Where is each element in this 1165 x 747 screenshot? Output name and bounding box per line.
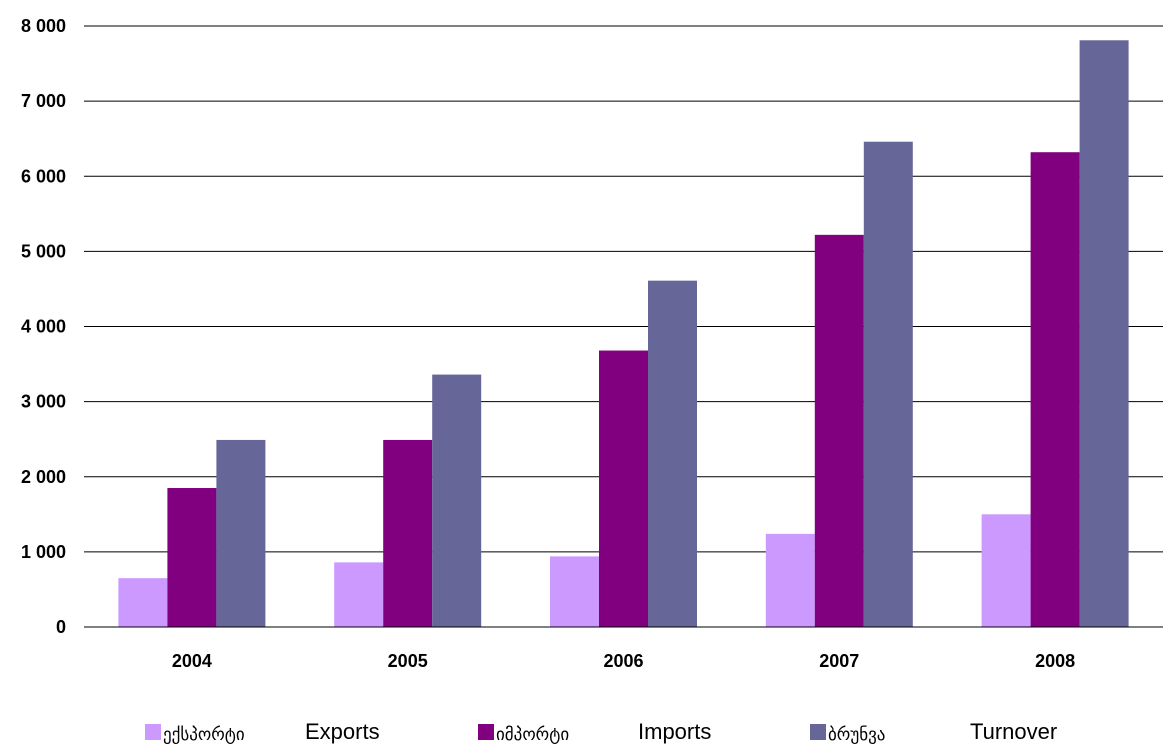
- y-tick-label: 8 000: [21, 16, 66, 36]
- legend-label-georgian: იმპორტი: [496, 725, 569, 745]
- bar-exports-2004: [118, 578, 168, 627]
- legend-label-english: Turnover: [970, 719, 1057, 744]
- bar-turnover-2007: [863, 141, 913, 627]
- bar-imports-2008: [1030, 152, 1080, 627]
- y-tick-label: 7 000: [21, 91, 66, 111]
- y-tick-label: 4 000: [21, 317, 66, 337]
- bar-imports-2006: [599, 350, 648, 627]
- y-tick-label: 3 000: [21, 392, 66, 412]
- bar-exports-2007: [765, 533, 815, 627]
- bars: [118, 40, 1129, 628]
- legend-label-georgian: ბრუნვა: [828, 725, 885, 745]
- bar-exports-2005: [334, 562, 384, 627]
- x-axis-tick-labels: 2004 2005 2006 2007 2008: [172, 651, 1075, 671]
- bar-imports-2007: [814, 234, 864, 627]
- y-tick-label: 1 000: [21, 542, 66, 562]
- legend-label-english: Exports: [305, 719, 380, 744]
- bar-turnover-2006: [648, 280, 697, 627]
- bar-turnover-2004: [216, 439, 266, 627]
- legend: ექსპორტი Exports იმპორტი Imports ბრუნვა Turno…: [145, 719, 1057, 745]
- legend-swatch-imports: [478, 724, 494, 740]
- bar-imports-2004: [167, 488, 217, 627]
- bar-turnover-2005: [432, 374, 482, 627]
- bar-turnover-2008: [1079, 40, 1129, 628]
- x-tick-label: 2008: [1035, 651, 1075, 671]
- y-tick-label: 6 000: [21, 166, 66, 186]
- legend-swatch-exports: [145, 724, 161, 740]
- bar-exports-2006: [550, 556, 599, 627]
- legend-swatch-turnover: [810, 724, 826, 740]
- bar-imports-2005: [383, 439, 433, 627]
- bar-exports-2008: [981, 514, 1031, 627]
- y-axis-tick-labels: 0 1 000 2 000 3 000 4 000 5 000 6 000 7 000 8 00…: [21, 16, 66, 637]
- x-tick-label: 2005: [388, 651, 428, 671]
- y-tick-label: 0: [56, 617, 66, 637]
- legend-label-georgian: ექსპორტი: [163, 725, 245, 745]
- x-tick-label: 2004: [172, 651, 212, 671]
- x-tick-label: 2007: [819, 651, 859, 671]
- legend-label-english: Imports: [638, 719, 711, 744]
- y-tick-label: 5 000: [21, 241, 66, 261]
- y-tick-label: 2 000: [21, 467, 66, 487]
- x-tick-label: 2006: [603, 651, 643, 671]
